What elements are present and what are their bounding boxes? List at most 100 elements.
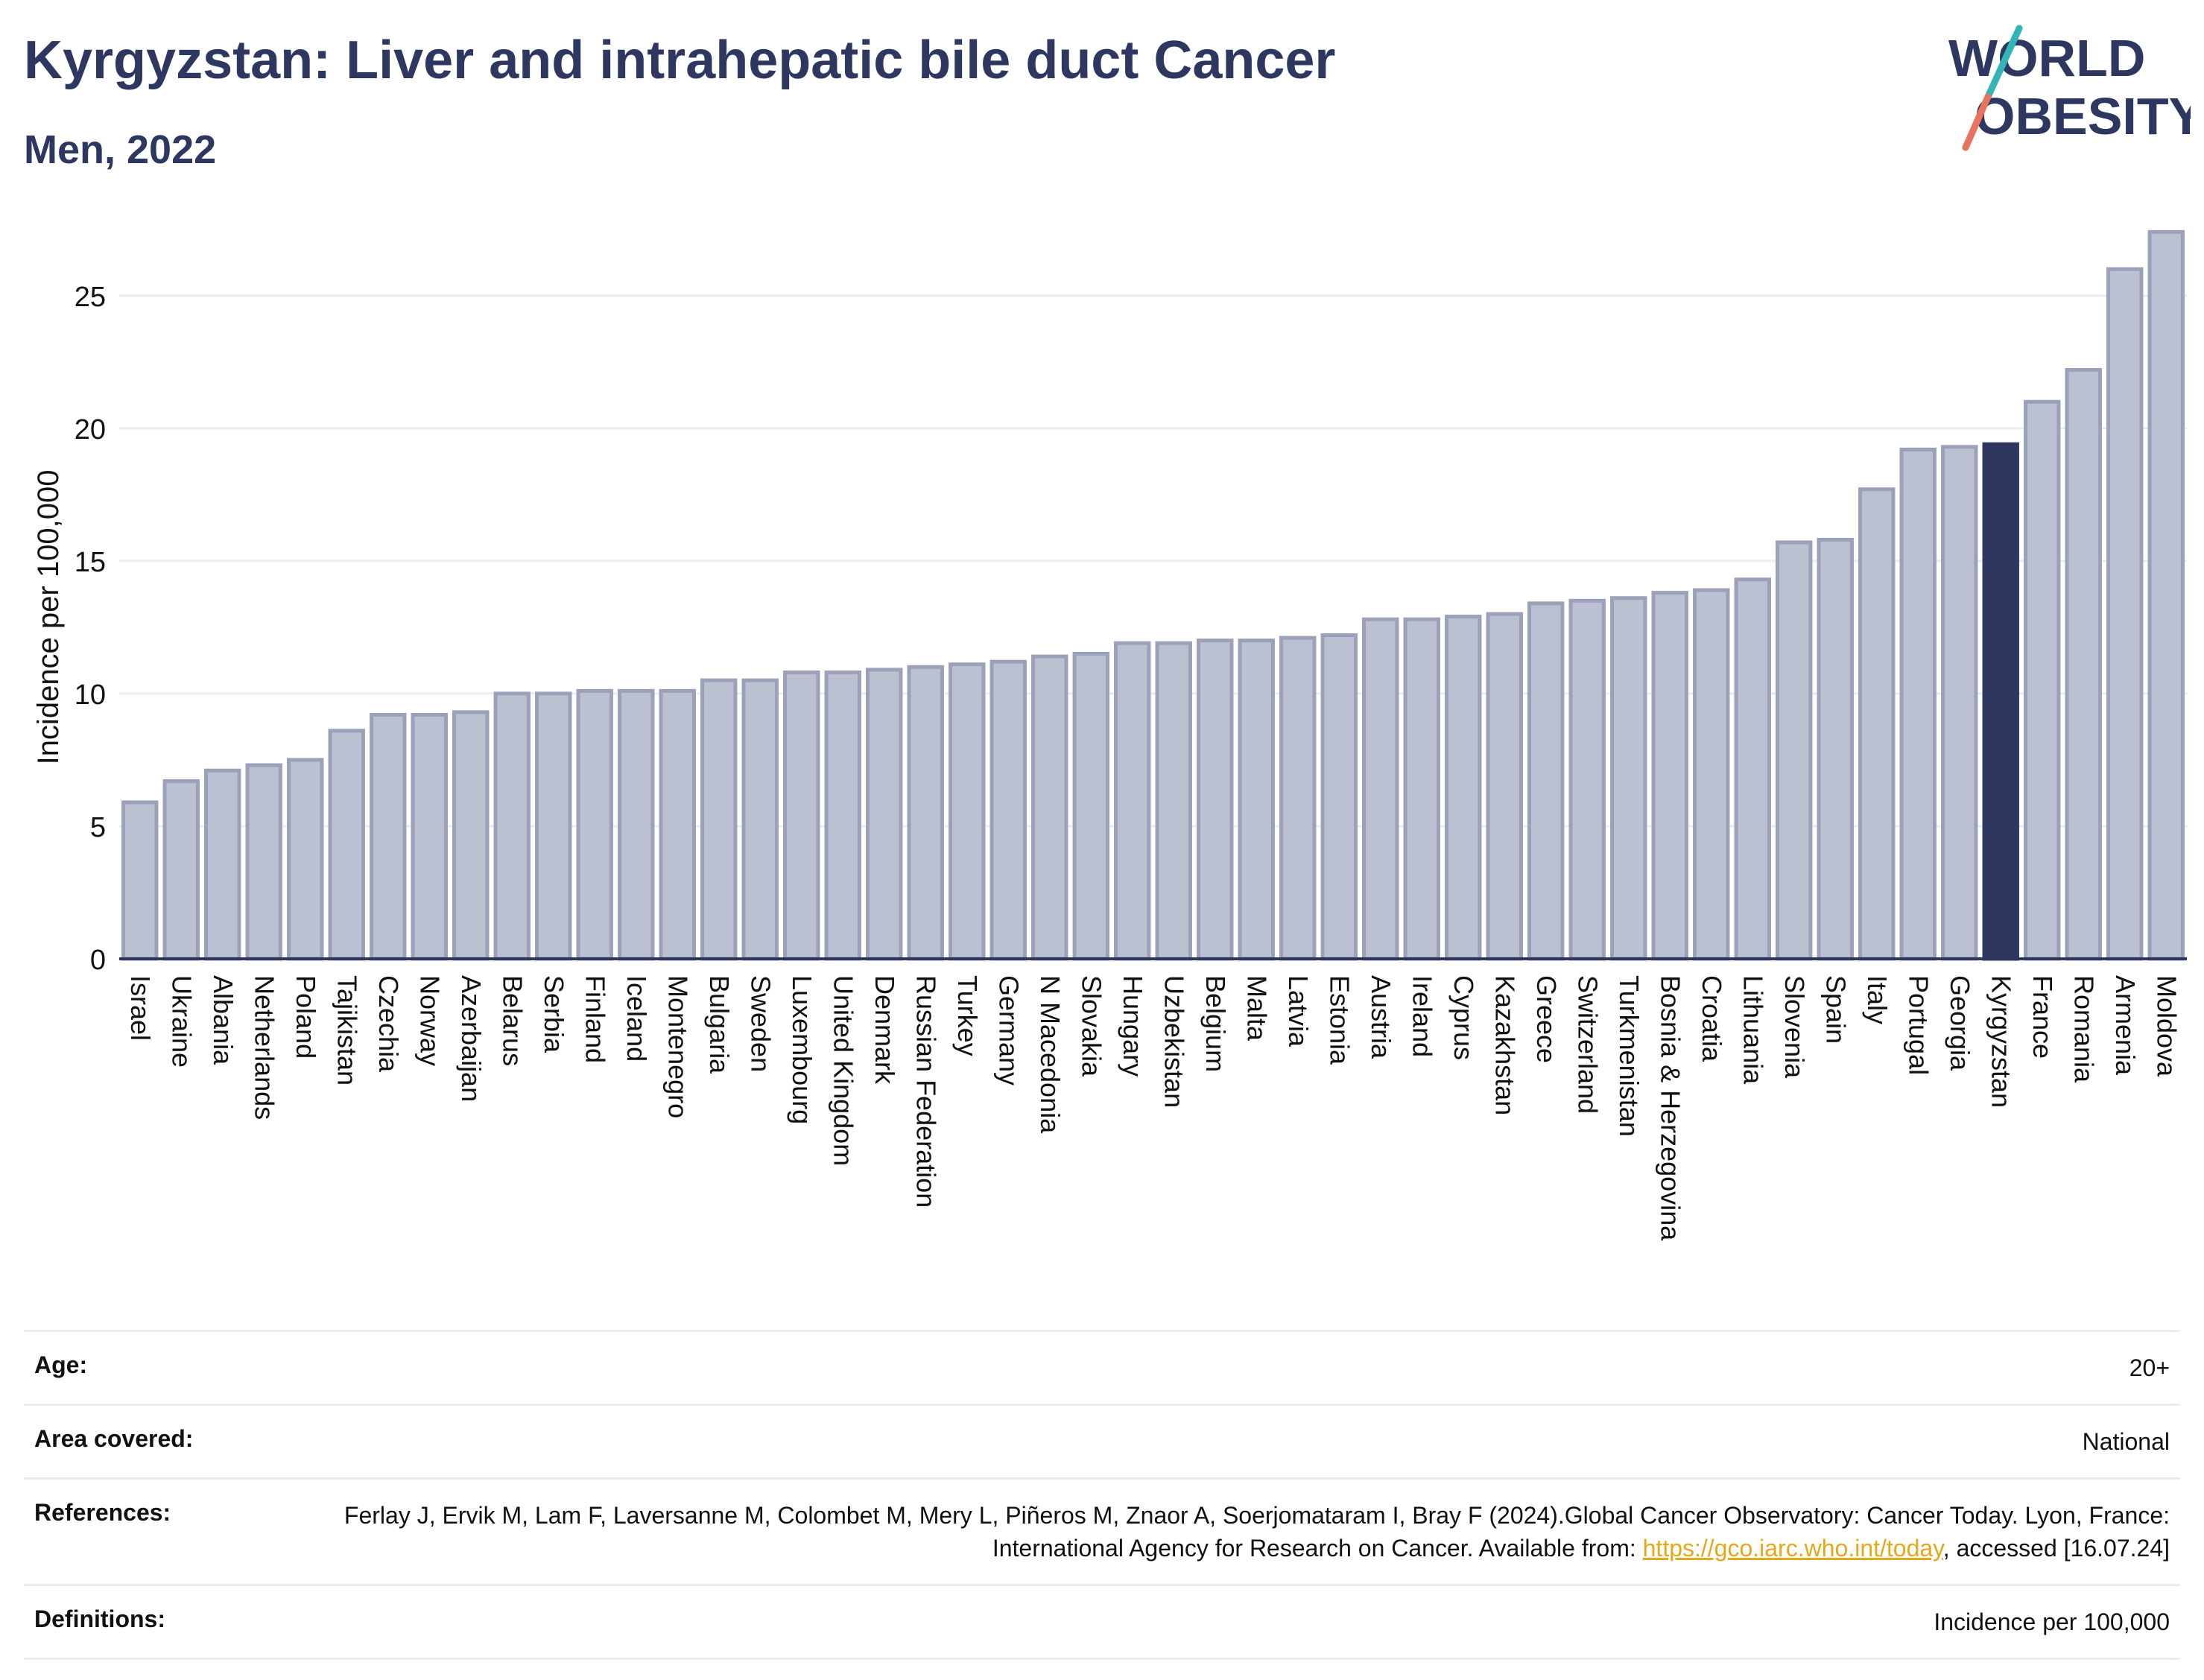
bar-finland[interactable] xyxy=(576,688,613,961)
x-tick-label: Bulgaria xyxy=(704,975,735,1074)
logo-slash-teal xyxy=(1984,25,2023,101)
x-tick-label: Slovakia xyxy=(1076,975,1106,1077)
bar-turkmenistan[interactable] xyxy=(1610,596,1647,961)
bar-israel[interactable] xyxy=(121,800,159,961)
x-tick-label: France xyxy=(2027,975,2058,1059)
bar-united-kingdom[interactable] xyxy=(824,670,861,961)
x-tick-label: Belarus xyxy=(497,975,528,1066)
bar-montenegro[interactable] xyxy=(659,688,696,961)
x-tick-label: Ukraine xyxy=(166,975,197,1068)
bar-turkey[interactable] xyxy=(949,662,986,961)
bar-lithuania[interactable] xyxy=(1734,577,1771,961)
x-tick-label: Moldova xyxy=(2151,975,2182,1077)
bar-belarus[interactable] xyxy=(493,691,531,961)
references-value: Ferlay J, Ervik M, Lam F, Laversanne M, … xyxy=(307,1499,2170,1565)
x-tick-label: Austria xyxy=(1366,975,1396,1059)
bar-romania[interactable] xyxy=(2065,368,2102,961)
bar-cyprus[interactable] xyxy=(1445,615,1482,961)
bar-uzbekistan[interactable] xyxy=(1155,641,1192,961)
x-tick-label: Bosnia & Herzegovina xyxy=(1655,975,1685,1241)
x-tick-label: Kyrgyzstan xyxy=(1986,975,2016,1108)
logo-slash-coral xyxy=(1962,93,1992,151)
bar-n-macedonia[interactable] xyxy=(1031,654,1068,961)
x-tick-label: Uzbekistan xyxy=(1159,975,1189,1108)
x-tick-label: Georgia xyxy=(1945,975,1975,1071)
info-row-definitions: Definitions: Incidence per 100,000 xyxy=(24,1584,2180,1660)
bar-spain[interactable] xyxy=(1817,537,1854,961)
bar-croatia[interactable] xyxy=(1693,588,1730,961)
x-tick-label: Luxembourg xyxy=(787,975,817,1124)
y-tick-label: 0 xyxy=(90,945,106,976)
bar-denmark[interactable] xyxy=(866,668,903,961)
x-tick-label: Kazakhstan xyxy=(1489,975,1520,1115)
x-tick-label: Netherlands xyxy=(249,975,279,1120)
x-tick-label: Iceland xyxy=(621,975,652,1062)
bar-russian-federation[interactable] xyxy=(907,665,944,961)
bar-portugal[interactable] xyxy=(1899,447,1937,961)
chart-title: Kyrgyzstan: Liver and intrahepatic bile … xyxy=(24,31,1336,90)
bar-germany[interactable] xyxy=(989,659,1027,961)
bar-azerbaijan[interactable] xyxy=(452,710,490,961)
x-tick-label: Estonia xyxy=(1324,975,1355,1065)
x-tick-label: Portugal xyxy=(1903,975,1934,1075)
bar-kazakhstan[interactable] xyxy=(1486,612,1523,961)
x-tick-label: Russian Federation xyxy=(911,975,941,1208)
x-tick-label: Turkmenistan xyxy=(1614,975,1644,1137)
x-tick-label: Hungary xyxy=(1118,975,1148,1077)
x-tick-label: Spain xyxy=(1820,975,1851,1044)
bar-austria[interactable] xyxy=(1362,617,1399,961)
bar-slovakia[interactable] xyxy=(1072,652,1109,961)
x-tick-label: Israel xyxy=(125,975,156,1041)
references-link[interactable]: https://gco.iarc.who.int/today xyxy=(1642,1535,1943,1562)
bar-armenia[interactable] xyxy=(2106,267,2144,961)
x-tick-label: Azerbaijan xyxy=(456,975,487,1102)
x-tick-label: Ireland xyxy=(1407,975,1437,1057)
bar-malta[interactable] xyxy=(1238,638,1275,961)
bar-georgia[interactable] xyxy=(1941,445,1978,961)
x-tick-label: Czechia xyxy=(373,975,404,1073)
bar-belgium[interactable] xyxy=(1197,638,1234,961)
bar-ukraine[interactable] xyxy=(162,779,200,961)
bar-latvia[interactable] xyxy=(1279,635,1317,961)
x-tick-label: Croatia xyxy=(1697,975,1727,1062)
x-tick-label: Norway xyxy=(414,975,445,1066)
bar-serbia[interactable] xyxy=(535,691,572,961)
bar-poland[interactable] xyxy=(287,758,324,961)
x-tick-label: Switzerland xyxy=(1572,975,1603,1114)
bar-ireland[interactable] xyxy=(1403,617,1440,961)
axes: 0 5 10 15 20 25 xyxy=(75,282,2187,976)
bar-estonia[interactable] xyxy=(1320,633,1358,961)
bar-greece[interactable] xyxy=(1527,601,1565,961)
x-tick-label: Belgium xyxy=(1200,975,1231,1072)
bar-hungary[interactable] xyxy=(1114,641,1151,961)
bar-kyrgyzstan[interactable] xyxy=(1982,442,2019,961)
bar-netherlands[interactable] xyxy=(245,763,282,961)
bar-sweden[interactable] xyxy=(741,678,779,961)
x-tick-label: United Kingdom xyxy=(828,975,858,1166)
bar-slovenia[interactable] xyxy=(1776,540,1813,961)
x-tick-label: Greece xyxy=(1531,975,1562,1063)
x-tick-label: Armenia xyxy=(2110,975,2141,1076)
x-tick-label: Malta xyxy=(1241,975,1272,1042)
age-label: Age: xyxy=(34,1351,88,1378)
bar-albania[interactable] xyxy=(204,768,241,961)
x-tick-label: Albania xyxy=(208,975,238,1065)
y-tick-label: 20 xyxy=(75,414,106,446)
bar-czechia[interactable] xyxy=(370,712,407,961)
references-text-1: Ferlay J, Ervik M, Lam F, Laversanne M, … xyxy=(343,1502,2170,1562)
definitions-value: Incidence per 100,000 xyxy=(1934,1608,2170,1635)
bar-bosnia-herzegovina[interactable] xyxy=(1651,591,1688,961)
bar-bulgaria[interactable] xyxy=(700,678,738,961)
bar-moldova[interactable] xyxy=(2147,229,2185,961)
x-tick-label: Montenegro xyxy=(662,975,693,1118)
bar-norway[interactable] xyxy=(411,712,448,961)
bar-tajikistan[interactable] xyxy=(328,729,365,961)
bar-france[interactable] xyxy=(2024,399,2061,961)
info-table: Age: 20+ Area covered: National Referenc… xyxy=(24,1330,2180,1660)
bar-iceland[interactable] xyxy=(618,688,655,961)
x-tick-label: Tajikistan xyxy=(332,975,362,1085)
bar-italy[interactable] xyxy=(1858,487,1896,961)
bar-switzerland[interactable] xyxy=(1568,598,1606,961)
bar-luxembourg[interactable] xyxy=(783,670,820,961)
info-row-references: References: Ferlay J, Ervik M, Lam F, La… xyxy=(24,1477,2180,1584)
